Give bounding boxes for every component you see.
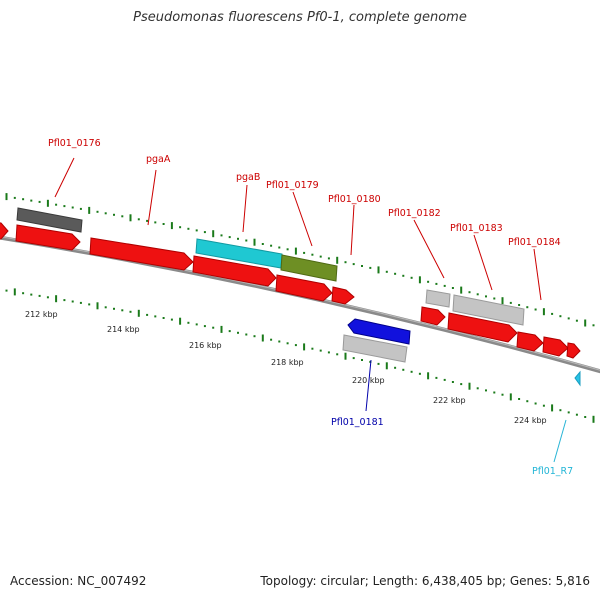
label-pgaa: pgaA xyxy=(146,154,171,165)
scale-label: 222 kbp xyxy=(433,396,466,405)
label-pfl01-0176: Pfl01_0176 xyxy=(48,138,101,149)
label-pfl01-0183: Pfl01_0183 xyxy=(450,223,503,234)
accession-text: Accession: NC_007492 xyxy=(10,574,147,588)
scale-label: 220 kbp xyxy=(352,376,385,385)
scale-labels: 212 kbp 214 kbp 216 kbp 218 kbp 220 kbp … xyxy=(25,310,547,425)
gene-red-10[interactable] xyxy=(566,342,581,359)
gene-pfl01-0182[interactable] xyxy=(425,289,451,308)
label-pfl01-0180: Pfl01_0180 xyxy=(328,194,381,205)
scale-label: 214 kbp xyxy=(107,325,140,334)
label-pfl01-0184: Pfl01_0184 xyxy=(508,237,561,248)
gene-red-3[interactable] xyxy=(192,255,277,287)
label-pfl01-0182: Pfl01_0182 xyxy=(388,208,441,219)
gene-red-2[interactable] xyxy=(15,224,81,251)
gene-red-1[interactable] xyxy=(0,222,9,240)
lower-tick-row xyxy=(5,288,595,423)
gene-pfl01-0179[interactable] xyxy=(280,254,338,282)
scale-label: 218 kbp xyxy=(271,358,304,367)
label-pfl01-r7: Pfl01_R7 xyxy=(532,466,573,477)
genome-summary-text: Topology: circular; Length: 6,438,405 bp… xyxy=(260,574,590,588)
gene-red-6[interactable] xyxy=(420,306,446,326)
gene-red-8[interactable] xyxy=(516,331,544,352)
scale-label: 212 kbp xyxy=(25,310,58,319)
upper-tick-row xyxy=(5,193,595,327)
label-pfl01-0181: Pfl01_0181 xyxy=(331,417,384,428)
gene-labels: Pfl01_0176 pgaA pgaB Pfl01_0179 Pfl01_01… xyxy=(48,138,573,477)
gene-red-9[interactable] xyxy=(542,336,569,357)
label-pgab: pgaB xyxy=(236,172,260,183)
gene-pfl01-0183[interactable] xyxy=(452,294,525,326)
gene-pfl01-0176[interactable] xyxy=(16,207,83,233)
gene-red-5[interactable] xyxy=(331,286,355,305)
gene-gray-lower[interactable] xyxy=(342,334,408,363)
leader-lines xyxy=(54,157,567,463)
gene-red-pgaa[interactable] xyxy=(89,237,194,271)
label-pfl01-0179: Pfl01_0179 xyxy=(266,180,319,191)
scale-label: 216 kbp xyxy=(189,341,222,350)
map-title: Pseudomonas fluorescens Pf0-1, complete … xyxy=(133,10,467,25)
scale-label: 224 kbp xyxy=(514,416,547,425)
gene-pfl01-0181[interactable] xyxy=(347,318,411,345)
gene-pfl01-r7[interactable] xyxy=(574,370,581,387)
gene-red-7[interactable] xyxy=(447,312,518,343)
gene-red-4[interactable] xyxy=(275,274,333,302)
